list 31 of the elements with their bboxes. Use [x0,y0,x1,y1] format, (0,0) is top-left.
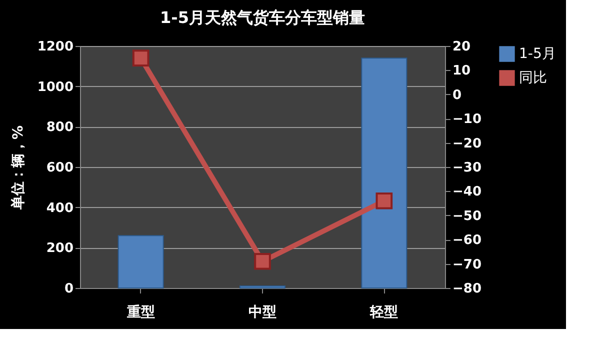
point [132,50,150,67]
y2-tick-label: −50 [452,208,482,224]
x-tick-label: 中型 [248,304,276,320]
y2-tick-label: 10 [452,64,471,79]
y2-tick-label: −10 [452,112,482,128]
y2-tick-label: −40 [452,184,482,200]
y-axis-title: 单位：辆，% [10,125,26,211]
x-tick-label: 重型 [126,304,155,320]
bar [240,285,286,288]
chart-title: 1-5月天然气货车分车型销量 [160,8,365,27]
y-tick-label: 200 [46,241,74,256]
y2-tick-label: −80 [452,282,482,296]
bar [361,58,408,288]
bar [118,235,164,288]
y2-tick-label: −60 [452,233,482,248]
point [376,192,393,210]
point [254,252,271,270]
y2-tick-label: 20 [452,40,471,54]
y-tick-label: 400 [46,200,74,216]
y-tick-label: 600 [46,160,74,176]
y-tick-label: 800 [46,120,74,136]
y2-tick-label: −20 [452,136,482,152]
y-tick-label: 0 [64,282,74,296]
x-tick-label: 轻型 [369,304,398,320]
y2-tick-label: 0 [452,88,462,103]
legend-label: 1-5月 [519,46,556,62]
legend-label: 同比 [519,70,547,86]
y2-tick-label: −70 [452,257,482,272]
y-tick-label: 1000 [37,80,74,95]
y2-tick-label: −30 [452,160,482,176]
y-tick-label: 1200 [37,40,74,54]
